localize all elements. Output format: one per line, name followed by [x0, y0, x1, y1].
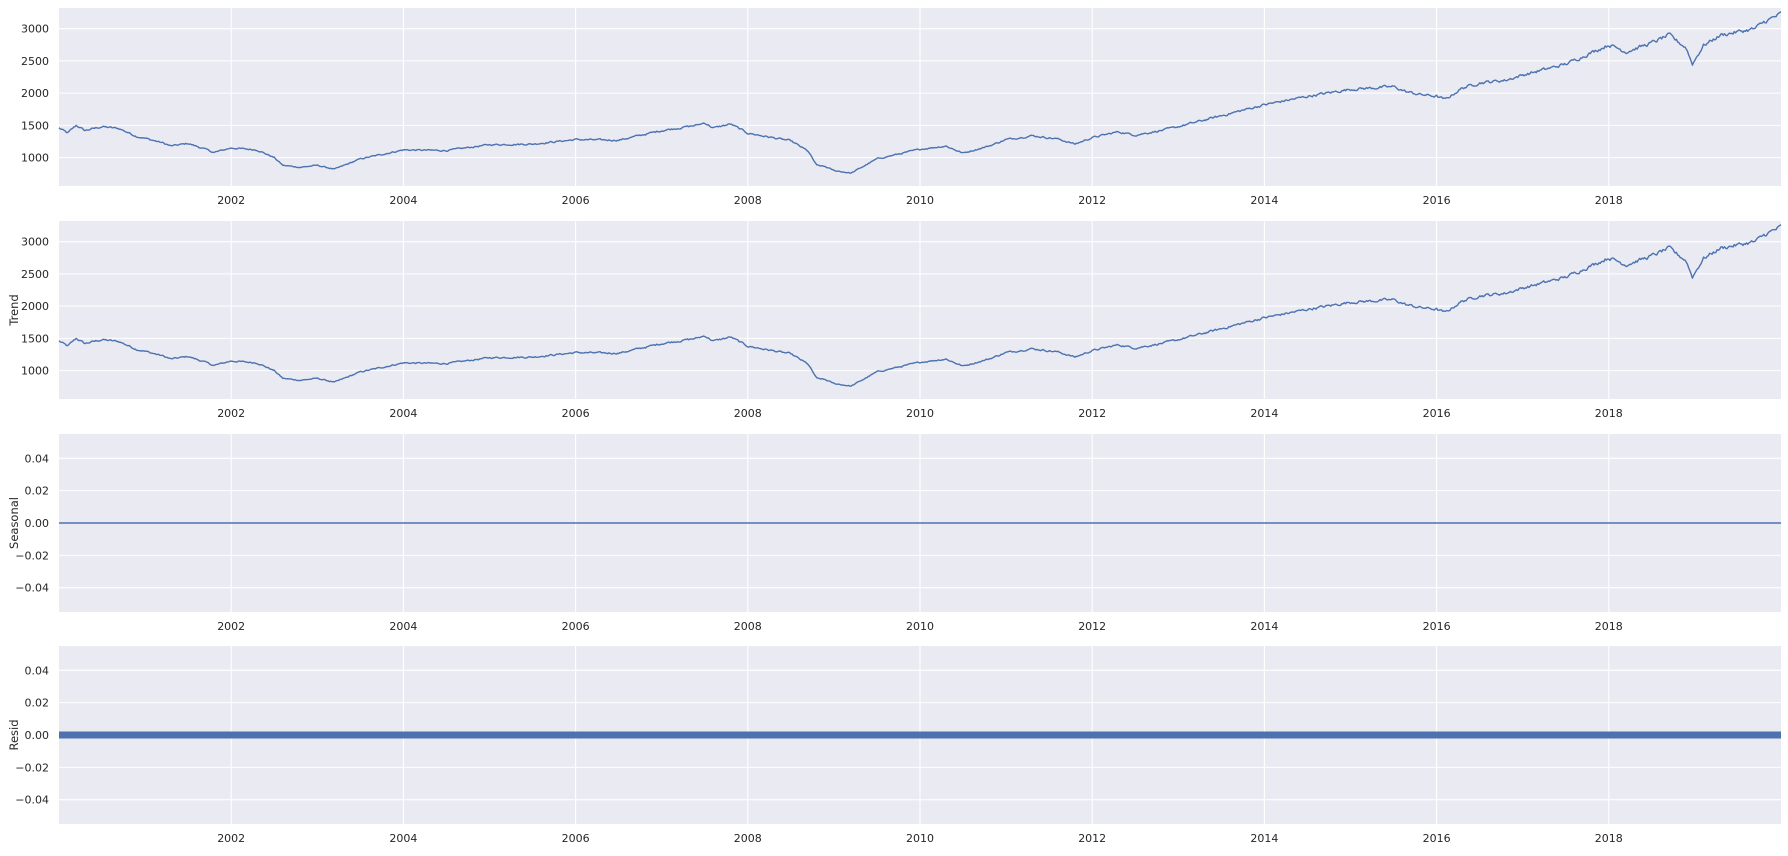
observed-ytick-label: 2500: [21, 55, 49, 68]
resid-xtick-label: 2010: [906, 832, 934, 845]
resid-scatter-points: [59, 731, 1781, 739]
trend-ytick-label: 3000: [21, 236, 49, 249]
seasonal-ytick-label: −0.04: [15, 582, 49, 595]
trend-ytick-label: 1000: [21, 365, 49, 378]
observed-xtick-label: 2004: [389, 194, 417, 207]
seasonal-ytick-label: 0.02: [25, 485, 50, 498]
trend-ytick-label: 2000: [21, 300, 49, 313]
seasonal-xtick-label: 2010: [906, 620, 934, 633]
resid-xtick-label: 2018: [1595, 832, 1623, 845]
seasonal-xtick-label: 2016: [1423, 620, 1451, 633]
observed-xtick-label: 2008: [734, 194, 762, 207]
observed-ytick-label: 1000: [21, 152, 49, 165]
resid-xtick-label: 2004: [389, 832, 417, 845]
trend-ytick-label: 2500: [21, 268, 49, 281]
resid-ytick-label: −0.04: [15, 794, 49, 807]
seasonal-ytick-label: 0.04: [25, 452, 50, 465]
trend-xtick-label: 2012: [1078, 407, 1106, 420]
seasonal-xtick-label: 2008: [734, 620, 762, 633]
observed-ytick-label: 1500: [21, 119, 49, 132]
seasonal-ytick-label: −0.02: [15, 549, 49, 562]
trend-ylabel: Trend: [7, 294, 21, 326]
observed-xtick-label: 2014: [1250, 194, 1278, 207]
observed-xtick-label: 2018: [1595, 194, 1623, 207]
seasonal-xtick-label: 2014: [1250, 620, 1278, 633]
observed-ytick-label: 3000: [21, 23, 49, 36]
resid-ytick-label: −0.02: [15, 761, 49, 774]
resid-xtick-label: 2016: [1423, 832, 1451, 845]
trend-xtick-label: 2014: [1250, 407, 1278, 420]
trend-xtick-label: 2010: [906, 407, 934, 420]
trend-xtick-label: 2004: [389, 407, 417, 420]
observed-xtick-label: 2002: [217, 194, 245, 207]
seasonal-ylabel: Seasonal: [7, 497, 21, 549]
seasonal-xtick-label: 2002: [217, 620, 245, 633]
trend-xtick-label: 2018: [1595, 407, 1623, 420]
resid-ylabel: Resid: [7, 719, 21, 750]
observed-panel: 2002 2004 2006 2008 2010 2012 2014 2016 2018 1000…: [21, 8, 1782, 207]
seasonal-xtick-label: 2004: [389, 620, 417, 633]
observed-xtick-label: 2016: [1423, 194, 1451, 207]
seasonal-panel: 2002 2004 2006 2008 2010 2012 2014 2016 2018 −0.0…: [7, 434, 1781, 633]
resid-xtick-label: 2014: [1250, 832, 1278, 845]
resid-xtick-label: 2006: [562, 832, 590, 845]
resid-ytick-label: 0.00: [25, 729, 50, 742]
seasonal-xtick-label: 2018: [1595, 620, 1623, 633]
resid-ytick-label: 0.04: [25, 664, 50, 677]
trend-xtick-label: 2008: [734, 407, 762, 420]
trend-xtick-label: 2006: [562, 407, 590, 420]
observed-series-line: [58, 11, 1782, 174]
observed-xtick-label: 2006: [562, 194, 590, 207]
observed-ytick-label: 2000: [21, 87, 49, 100]
resid-xtick-label: 2002: [217, 832, 245, 845]
trend-xtick-label: 2016: [1423, 407, 1451, 420]
seasonal-xtick-label: 2012: [1078, 620, 1106, 633]
observed-xtick-label: 2012: [1078, 194, 1106, 207]
trend-xtick-label: 2002: [217, 407, 245, 420]
trend-panel: 2002 2004 2006 2008 2010 2012 2014 2016 2018 1000…: [7, 221, 1782, 420]
resid-xtick-label: 2008: [734, 832, 762, 845]
resid-panel: 2002 2004 2006 2008 2010 2012 2014 2016 2018 −0.0…: [7, 646, 1781, 845]
observed-xtick-label: 2010: [906, 194, 934, 207]
trend-series-line: [58, 224, 1782, 387]
seasonal-ytick-label: 0.00: [25, 517, 50, 530]
resid-xtick-label: 2012: [1078, 832, 1106, 845]
resid-ytick-label: 0.02: [25, 697, 50, 710]
seasonal-xtick-label: 2006: [562, 620, 590, 633]
trend-ytick-label: 1500: [21, 332, 49, 345]
